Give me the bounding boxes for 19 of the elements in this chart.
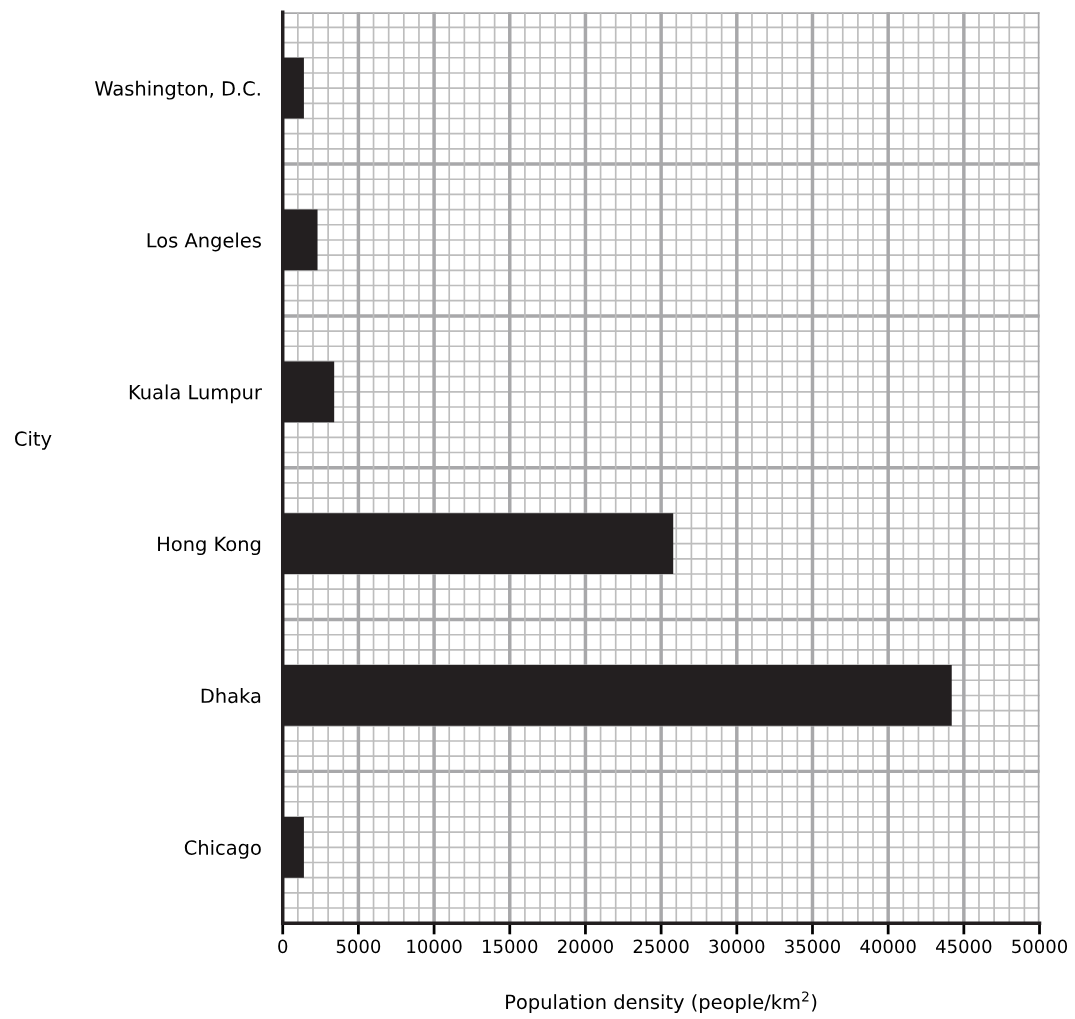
y-tick-label: Los Angeles <box>147 232 261 252</box>
x-tick-label: 30000 <box>709 939 765 954</box>
y-axis-title: City <box>15 430 52 450</box>
y-tick-label: Hong Kong <box>158 536 261 556</box>
x-tick-label: 0 <box>278 939 288 954</box>
x-tick-label: 15000 <box>483 939 538 954</box>
x-tick-label: 35000 <box>785 939 840 954</box>
x-tick-label: 50000 <box>1012 939 1068 954</box>
x-tick-label: 10000 <box>407 939 462 954</box>
x-tick-label: 5000 <box>336 939 381 954</box>
y-tick-label: Washington, D.C. <box>95 80 260 100</box>
x-tick-label: 40000 <box>860 939 916 954</box>
y-tick-label: Chicago <box>184 839 261 859</box>
x-tick-label: 20000 <box>558 939 613 954</box>
x-tick-label: 25000 <box>633 939 689 954</box>
y-tick-label: Dhaka <box>201 688 261 704</box>
y-tick-label: Kuala Lumpur <box>129 384 262 404</box>
x-axis-title: Population density (people/km$^{2}$) <box>506 991 817 1013</box>
x-tick-label: 45000 <box>936 939 992 954</box>
